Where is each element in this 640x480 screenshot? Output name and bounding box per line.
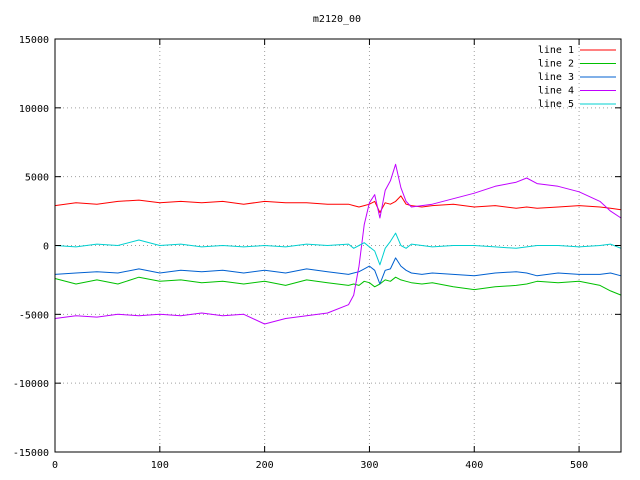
series-line-4: [54, 163, 622, 325]
x-tick-label: 0: [52, 460, 58, 471]
series-line-1: [54, 195, 622, 213]
series-line-3: [54, 257, 622, 285]
legend-label: line 5: [538, 99, 574, 110]
x-tick-label: 500: [570, 460, 588, 471]
y-tick-label: -5000: [19, 310, 49, 321]
y-tick-label: 5000: [25, 173, 49, 184]
x-tick-label: 100: [151, 460, 169, 471]
series-group: [54, 163, 622, 325]
x-tick-label: 400: [465, 460, 483, 471]
series-line-2: [54, 276, 622, 296]
grid: [55, 39, 621, 452]
chart-title: m2120_00: [313, 14, 361, 25]
y-tick-label: -15000: [13, 448, 49, 459]
y-tick-label: 0: [43, 242, 49, 253]
legend-label: line 1: [538, 45, 574, 56]
legend-label: line 2: [538, 59, 574, 70]
legend-label: line 3: [538, 72, 574, 83]
legend-label: line 4: [538, 86, 574, 97]
y-tick-label: -10000: [13, 379, 49, 390]
x-tick-label: 300: [360, 460, 378, 471]
x-tick-label: 200: [256, 460, 274, 471]
series-line-5: [54, 232, 622, 266]
axis-ticks: 0 100 200 300 400 500 -15000 -10000 -5000 0 5000 10…: [13, 35, 621, 471]
y-tick-label: 15000: [19, 35, 49, 46]
legend: line 1 line 2 line 3 line 4 line 5: [538, 45, 616, 110]
y-tick-label: 10000: [19, 104, 49, 115]
